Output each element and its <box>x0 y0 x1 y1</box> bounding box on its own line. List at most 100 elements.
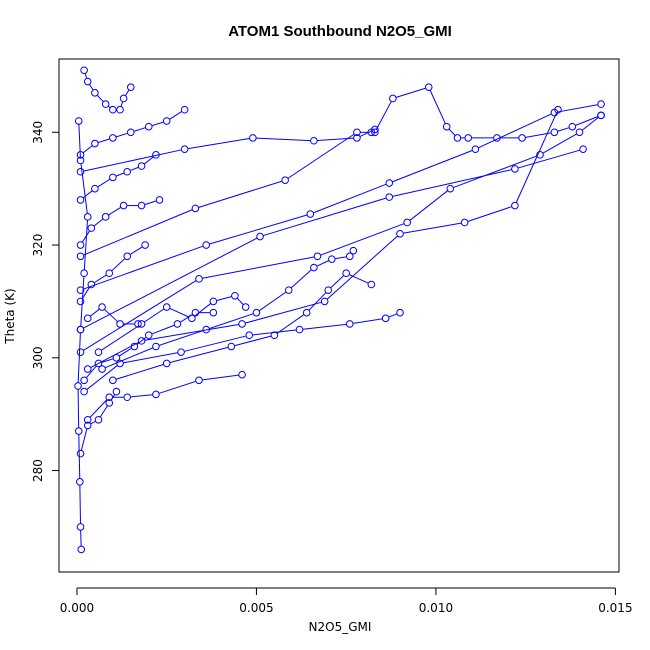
series-16 <box>76 196 164 249</box>
series-segment <box>83 209 193 256</box>
series-segment <box>302 323 347 330</box>
data-point <box>76 167 85 176</box>
data-point <box>353 134 361 142</box>
chart-title: ATOM1 Southbound N2O5_GMI <box>228 23 452 40</box>
data-point <box>310 136 318 145</box>
data-point <box>511 201 519 210</box>
series-segment <box>392 150 473 183</box>
data-point <box>116 105 124 114</box>
series-3 <box>76 125 379 176</box>
series-segment <box>136 336 147 345</box>
series-6 <box>76 100 605 294</box>
x-tick-label: 0.005 <box>239 601 273 615</box>
data-point <box>137 162 146 170</box>
data-point <box>241 303 250 311</box>
data-point <box>313 252 322 261</box>
data-point <box>83 415 92 424</box>
series-segment <box>108 207 121 216</box>
series-segment <box>81 230 90 243</box>
series-segment <box>169 111 182 120</box>
data-point <box>76 478 84 486</box>
series-10 <box>94 291 250 356</box>
series-segment <box>330 275 344 289</box>
data-point <box>349 246 358 255</box>
series-segment <box>376 101 392 130</box>
data-point <box>105 269 114 278</box>
data-point <box>162 117 171 125</box>
series-segment <box>320 223 405 256</box>
data-point <box>76 196 85 204</box>
series-segment <box>123 352 178 364</box>
series-segment <box>291 269 312 289</box>
data-point <box>80 66 88 75</box>
series-segment <box>478 113 552 149</box>
data-point <box>126 83 135 91</box>
data-point <box>389 94 397 103</box>
data-point <box>367 128 376 137</box>
series-segment <box>81 287 90 299</box>
series-segment <box>216 296 232 302</box>
series-segment <box>80 163 88 214</box>
series-segment <box>313 183 387 214</box>
data-point <box>284 286 293 294</box>
series-18 <box>76 241 149 306</box>
data-point <box>442 122 451 131</box>
data-point <box>238 370 246 379</box>
data-point <box>76 151 85 159</box>
series-segment <box>287 133 355 179</box>
series-segment <box>335 256 347 260</box>
data-point <box>324 286 333 294</box>
data-point <box>328 255 336 263</box>
series-19 <box>83 303 142 328</box>
series-segment <box>448 128 456 136</box>
series-segment <box>77 333 81 383</box>
y-axis-label: Theta (K) <box>3 288 17 344</box>
data-point <box>460 218 469 227</box>
data-point <box>320 297 329 306</box>
series-segment <box>392 169 512 197</box>
series-segment <box>316 260 329 267</box>
data-point <box>112 353 121 362</box>
data-point <box>381 314 390 323</box>
series-segment <box>581 117 599 131</box>
data-point <box>238 320 246 328</box>
data-point <box>98 303 106 311</box>
series-segment <box>542 133 577 154</box>
x-tick-label: 0.010 <box>419 601 453 615</box>
series-segment <box>575 116 598 126</box>
series-segment <box>90 420 96 425</box>
data-point <box>144 122 153 131</box>
series-2 <box>76 105 189 159</box>
series-segment <box>252 329 297 336</box>
data-point <box>83 314 92 323</box>
data-point <box>109 134 117 142</box>
series-segment <box>256 137 311 142</box>
data-point <box>302 308 311 317</box>
data-point <box>80 387 88 396</box>
data-point <box>119 201 128 210</box>
series-segment <box>133 127 146 132</box>
series-segment <box>453 155 537 188</box>
series-7 <box>76 145 587 334</box>
data-point <box>195 376 203 385</box>
data-point <box>76 241 85 249</box>
series-segment <box>101 325 139 351</box>
series-segment <box>83 220 88 270</box>
data-point <box>112 387 121 396</box>
series-segment <box>77 389 80 428</box>
series-5 <box>76 128 376 261</box>
series-segment <box>180 314 193 323</box>
series-segment <box>84 73 88 79</box>
data-point <box>77 545 86 554</box>
data-point <box>134 320 142 328</box>
data-point <box>116 359 124 368</box>
data-point <box>575 128 584 137</box>
series-segment <box>159 380 196 394</box>
data-point <box>403 218 412 227</box>
data-point <box>597 100 605 108</box>
data-point <box>446 184 455 193</box>
data-point <box>91 184 99 193</box>
series-segment <box>130 394 153 398</box>
x-axis: 0.000 0.005 0.010 0.015 <box>60 587 633 615</box>
